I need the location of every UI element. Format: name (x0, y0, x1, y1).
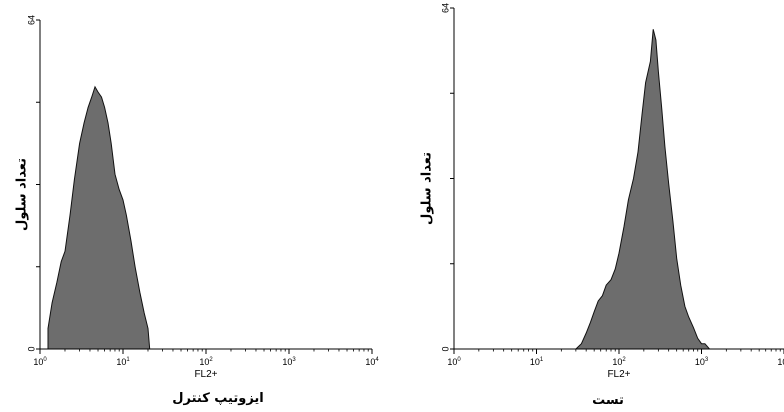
panel-label: ایزوتیپ کنترل (172, 391, 264, 406)
x-tick-label: 101 (530, 357, 544, 367)
x-axis-title: FL2+ (607, 369, 630, 380)
x-tick-label: 103 (282, 357, 296, 367)
y-tick-label: 64 (440, 3, 450, 13)
y-axis-title: تعداد سلول (420, 152, 435, 225)
x-tick-label: 102 (612, 357, 626, 367)
x-tick-label: 102 (199, 357, 213, 367)
x-tick-label: 100 (33, 357, 47, 367)
panel-label: تست (592, 393, 624, 408)
histogram-area-series-0 (47, 85, 151, 350)
y-tick-label: 0 (440, 346, 450, 351)
histogram-panel-test: 100 101 102 103 104 0 64 FL2+ تعداد سلول تست (420, 3, 784, 408)
histogram-area-series-0 (574, 29, 714, 350)
x-tick-label: 101 (116, 357, 130, 367)
x-axis-title: FL2+ (194, 369, 217, 380)
histogram-panel-isotype-control: 100 101 102 103 104 0 64 FL2+ تعداد سلول ایزوتیپ … (15, 15, 380, 406)
x-tick-label: 104 (777, 357, 784, 367)
x-tick-label: 103 (695, 357, 709, 367)
x-tick-label: 104 (365, 357, 379, 367)
y-tick-label: 0 (26, 346, 36, 351)
y-axis-title: تعداد سلول (15, 158, 30, 231)
x-tick-label: 100 (447, 357, 461, 367)
y-tick-label: 64 (26, 15, 36, 25)
